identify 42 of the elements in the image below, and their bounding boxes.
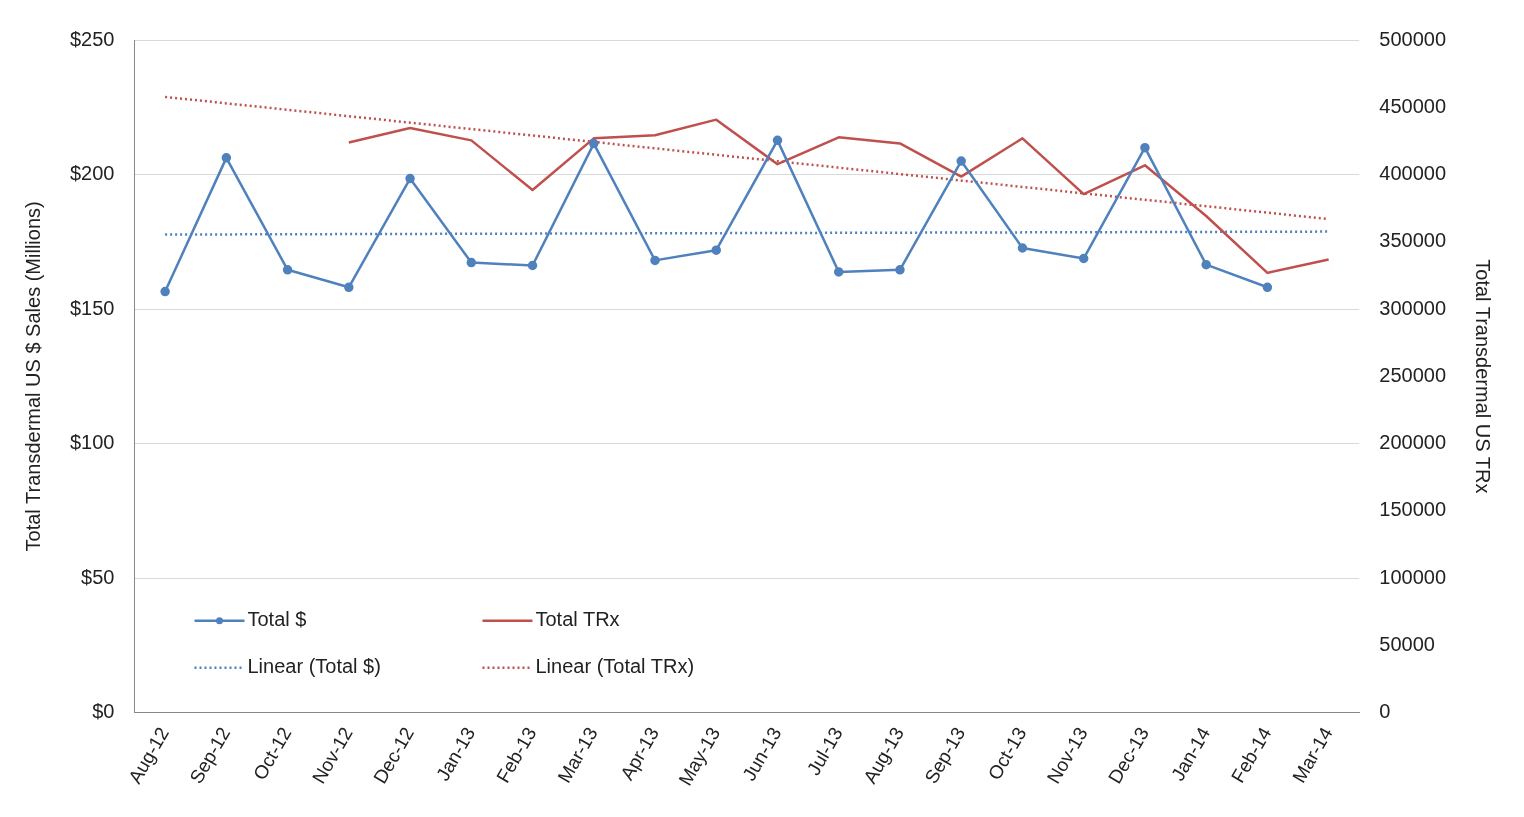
y2-tick-label: 500000 (1379, 27, 1447, 50)
y2-tick-label: 50000 (1379, 632, 1435, 655)
point (1017, 243, 1028, 253)
y2-tick-label: 350000 (1379, 229, 1447, 252)
point (405, 173, 415, 184)
point (1140, 142, 1150, 153)
point (895, 265, 905, 275)
legend-label: Linear (Total $) (247, 655, 381, 678)
y-tick-label: $250 (69, 27, 115, 50)
legend-label: Linear (Total TRx) (535, 655, 695, 678)
y2-tick-label: 100000 (1379, 565, 1447, 588)
legend-label: Total TRx (535, 608, 620, 631)
y-tick-label: $50 (81, 565, 115, 588)
y-axis-title: Total Transdermal US $ Sales (Millions) (21, 201, 44, 552)
y2-tick-label: 300000 (1379, 296, 1447, 319)
y2-tick-label: 250000 (1379, 363, 1447, 386)
point (1201, 259, 1211, 270)
point (711, 245, 722, 255)
legend-label: Total $ (247, 608, 307, 631)
y2-tick-label: 0 (1379, 700, 1391, 723)
y2-tick-label: 450000 (1379, 94, 1447, 117)
y2-axis-title: Total Transdermal US TRx (1472, 259, 1495, 494)
point (1078, 253, 1089, 264)
point (956, 156, 966, 166)
y-tick-label: $150 (69, 296, 115, 319)
y2-tick-label: 400000 (1379, 162, 1447, 185)
point (527, 260, 538, 271)
point (282, 265, 293, 275)
point (160, 286, 170, 297)
point (589, 138, 599, 149)
y-tick-label: $0 (92, 700, 115, 723)
point (1262, 282, 1273, 293)
y-tick-label: $200 (69, 162, 115, 185)
point (650, 255, 660, 266)
point (344, 282, 354, 293)
y-tick-label: $100 (69, 431, 115, 454)
point (466, 257, 477, 268)
point (833, 267, 844, 277)
point (772, 135, 783, 146)
point (221, 153, 232, 163)
y2-tick-label: 200000 (1379, 431, 1447, 454)
y2-tick-label: 150000 (1379, 498, 1447, 521)
